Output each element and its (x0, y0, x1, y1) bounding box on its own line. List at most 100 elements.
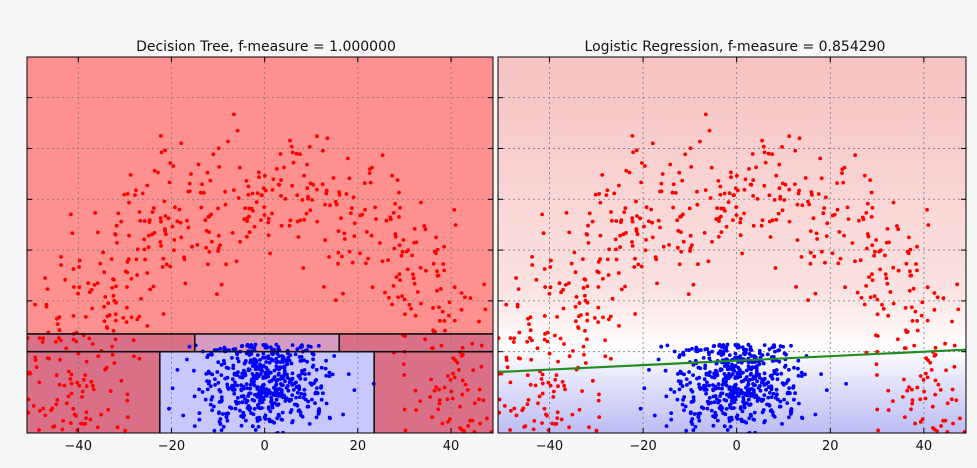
point-class-0-383 (741, 437, 745, 441)
point-class-1-490 (733, 186, 738, 191)
point-class-1-556 (64, 346, 69, 351)
point-class-0-74 (672, 390, 677, 394)
point-class-1-295 (586, 223, 590, 228)
point-class-1-448 (840, 167, 845, 172)
point-class-0-16 (758, 388, 763, 393)
point-class-1-141 (915, 268, 919, 273)
point-class-1-582 (722, 209, 727, 213)
point-class-0-229 (208, 384, 213, 389)
point-class-1-87 (308, 208, 313, 213)
point-class-1-423 (419, 301, 423, 306)
point-class-0-401 (800, 415, 804, 420)
point-class-1-613 (923, 396, 928, 401)
point-class-1-166 (351, 195, 356, 200)
point-class-1-59 (932, 307, 937, 312)
point-class-0-486 (698, 366, 703, 371)
point-class-1-464 (453, 223, 458, 227)
point-class-1-219 (903, 415, 907, 419)
point-class-1-203 (349, 211, 353, 216)
point-class-0-396 (757, 351, 762, 356)
point-class-1-608 (302, 173, 306, 178)
point-class-1-420 (810, 193, 814, 197)
point-class-1-146 (884, 240, 889, 245)
point-class-0-167 (310, 397, 314, 402)
point-class-0-558 (737, 391, 742, 396)
point-class-1-480 (585, 337, 589, 342)
point-class-1-568 (29, 441, 33, 445)
point-class-1-186 (347, 176, 352, 181)
point-class-1-305 (393, 232, 398, 236)
point-class-1-524 (760, 218, 765, 223)
point-class-0-536 (276, 359, 280, 364)
point-class-1-384 (208, 178, 213, 183)
point-class-1-286 (878, 267, 883, 272)
point-class-0-532 (761, 361, 766, 366)
point-class-1-256 (627, 170, 632, 175)
point-class-1-270 (324, 191, 329, 196)
point-class-1-185 (673, 191, 678, 195)
point-class-1-557 (943, 418, 948, 423)
point-class-1-20 (205, 170, 210, 175)
point-class-1-495 (933, 352, 938, 357)
point-class-1-399 (869, 190, 874, 195)
point-class-0-313 (774, 392, 779, 397)
point-class-0-178 (773, 349, 777, 354)
point-class-0-301 (263, 413, 268, 418)
point-class-1-188 (597, 415, 602, 419)
point-class-1-245 (875, 349, 879, 354)
point-class-1-497 (106, 301, 111, 305)
point-class-0-167 (782, 397, 786, 402)
point-class-1-75 (142, 247, 147, 252)
point-class-1-530 (525, 402, 530, 407)
point-class-1-319 (864, 246, 869, 251)
point-class-1-352 (270, 187, 275, 192)
point-class-1-208 (460, 378, 465, 383)
point-class-0-153 (691, 363, 696, 367)
point-class-1-413 (391, 284, 396, 288)
point-class-1-441 (43, 413, 48, 418)
point-class-0-527 (744, 385, 748, 390)
point-class-1-131 (320, 182, 325, 187)
point-class-1-525 (45, 356, 50, 360)
point-class-0-231 (747, 387, 752, 391)
point-class-1-333 (517, 330, 522, 335)
point-class-1-26 (158, 240, 163, 244)
point-class-1-544 (787, 187, 792, 192)
point-class-1-510 (767, 193, 772, 198)
point-class-1-529 (400, 249, 405, 254)
point-class-1-36 (884, 276, 889, 281)
point-class-1-301 (369, 233, 374, 238)
point-class-1-147 (567, 425, 571, 430)
point-class-0-268 (260, 368, 264, 373)
point-class-0-542 (739, 417, 744, 422)
point-class-0-389 (787, 386, 792, 390)
point-class-0-307 (308, 344, 313, 349)
point-class-1-176 (125, 285, 129, 289)
point-class-0-315 (664, 424, 669, 428)
point-class-0-110 (809, 441, 813, 445)
point-class-1-382 (688, 249, 692, 253)
point-class-1-51 (598, 233, 603, 238)
point-class-1-564 (102, 304, 107, 309)
point-class-1-196 (270, 211, 274, 216)
point-class-0-151 (218, 389, 223, 394)
point-class-1-151 (428, 395, 432, 399)
point-class-1-29 (703, 188, 708, 193)
point-class-0-201 (272, 457, 276, 461)
point-class-1-499 (424, 268, 428, 273)
point-class-1-527 (770, 218, 775, 223)
point-class-1-374 (583, 277, 588, 282)
point-class-1-442 (505, 365, 510, 370)
point-class-0-457 (683, 404, 688, 409)
point-class-0-537 (799, 374, 804, 378)
point-class-1-292 (216, 206, 220, 211)
point-class-0-74 (200, 390, 205, 394)
point-class-1-61 (260, 193, 264, 198)
point-class-1-232 (80, 395, 84, 399)
point-class-0-329 (669, 417, 674, 422)
point-class-1-295 (114, 223, 119, 228)
point-class-1-332 (93, 211, 98, 215)
point-class-1-523 (933, 456, 937, 460)
point-class-0-540 (192, 394, 197, 399)
point-class-1-594 (654, 257, 659, 262)
